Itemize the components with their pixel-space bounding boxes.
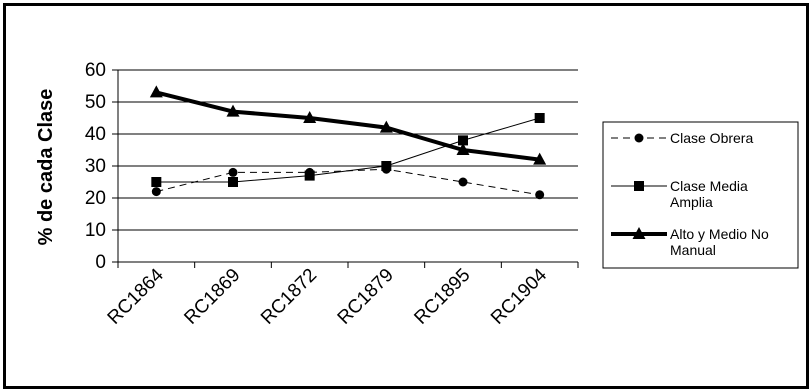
data-point-square [535,113,545,123]
data-point-circle [152,187,161,196]
data-point-square [634,181,644,191]
legend-label: Alto y Medio No [670,226,769,242]
y-tick-label: 40 [85,124,106,145]
legend-label: Amplia [670,194,713,210]
y-tick-label: 20 [85,188,106,209]
x-tick-label: RC1879 [334,265,398,329]
y-axis-label: % de cada Clase [35,89,57,246]
x-tick-label: RC1904 [487,264,551,328]
data-point-circle [635,134,644,143]
legend-label: Clase Media [670,178,748,194]
data-point-circle [535,190,544,199]
y-tick-label: 30 [85,156,106,177]
legend-label: Clase Obrera [670,130,753,146]
x-tick-label: RC1895 [410,265,474,329]
x-tick-label: RC1872 [257,265,321,329]
y-tick-label: 0 [95,252,106,273]
series-line [156,118,539,182]
x-tick-labels: RC1864 RC1869 RC1872 RC1879 RC1895 RC1904 [104,264,552,328]
series-lines [156,92,539,194]
x-tick-label: RC1864 [104,264,168,328]
data-point-square [228,177,238,187]
data-point-circle [459,178,468,187]
legend-label: Manual [670,242,716,258]
gridlines [118,70,578,230]
y-tick-label: 10 [85,220,106,241]
y-tick-labels: 0 10 20 30 40 50 60 [85,60,106,273]
data-point-triangle [150,85,163,97]
data-point-square [305,171,315,181]
y-tick-label: 50 [85,92,106,113]
y-tick-label: 60 [85,60,106,81]
data-point-square [381,161,391,171]
x-tick-label: RC1869 [180,265,244,329]
data-point-circle [229,168,238,177]
data-point-square [151,177,161,187]
